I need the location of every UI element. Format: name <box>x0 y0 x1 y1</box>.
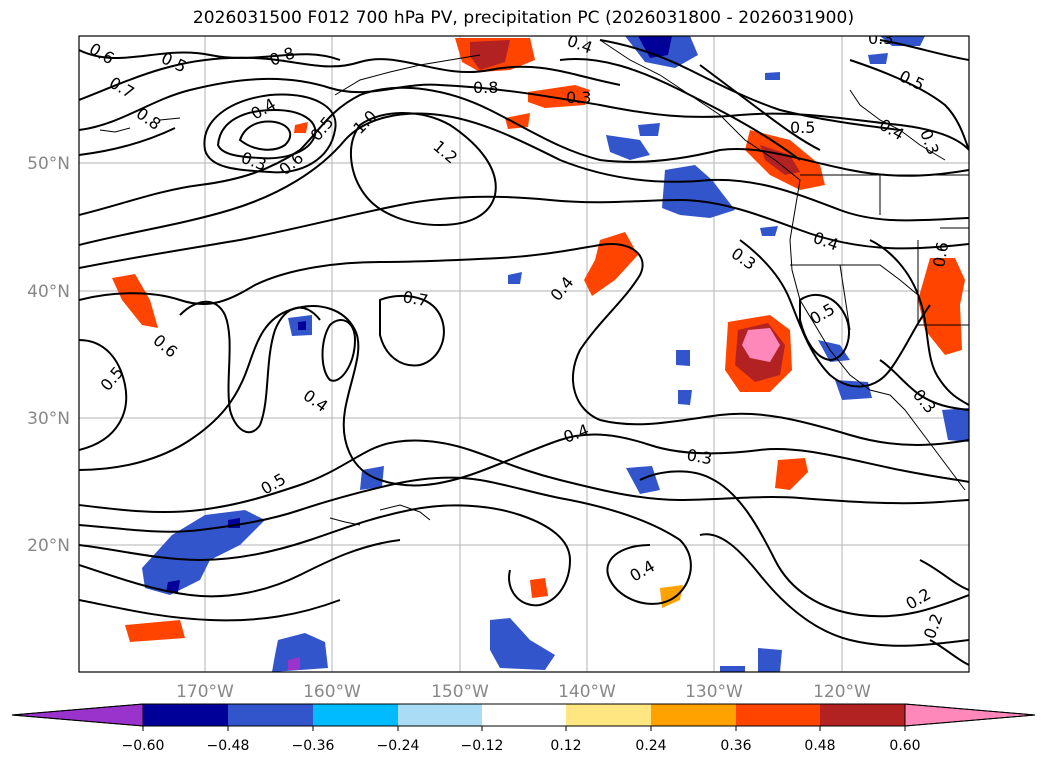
contour-label: 0.6 <box>929 240 952 268</box>
colorbar-tick: 0.24 <box>635 738 666 754</box>
colorbar: −0.60 −0.48 −0.36 −0.24 −0.12 0.12 0.24 … <box>11 703 1036 754</box>
contour-label: 0.3 <box>566 88 591 107</box>
lon-label: 130°W <box>685 682 743 702</box>
lon-label: 150°W <box>431 682 489 702</box>
pv-contours <box>79 39 969 666</box>
lon-label: 160°W <box>303 682 361 702</box>
lon-label: 140°W <box>558 682 616 702</box>
longitude-labels: 170°W 160°W 150°W 140°W 130°W 120°W <box>176 682 871 702</box>
colorbar-tick: 0.48 <box>804 738 835 754</box>
colorbar-tick: −0.48 <box>207 738 250 754</box>
lat-label: 40°N <box>27 282 70 302</box>
lat-label: 50°N <box>27 154 70 174</box>
colorbar-tick: −0.60 <box>122 738 165 754</box>
contour-label: 0.3 <box>685 445 713 468</box>
colorbar-tick: −0.36 <box>292 738 335 754</box>
colorbar-tick: 0.60 <box>889 738 920 754</box>
lat-label: 30°N <box>27 409 70 429</box>
colorbar-tick: −0.12 <box>461 738 504 754</box>
latitude-labels: 50°N 40°N 30°N 20°N <box>27 154 70 556</box>
colorbar-tick: 0.12 <box>550 738 581 754</box>
lon-label: 170°W <box>176 682 234 702</box>
contour-label: 0.7 <box>401 287 429 310</box>
coastlines <box>99 39 969 526</box>
map-title: 2026031500 F012 700 hPa PV, precipitatio… <box>192 8 855 28</box>
lon-label: 120°W <box>813 682 871 702</box>
contour-label: 0.3 <box>868 29 893 48</box>
contour-label: 0.8 <box>473 78 498 97</box>
contour-label: 0.5 <box>790 118 815 137</box>
colorbar-tick: −0.24 <box>377 738 420 754</box>
colorbar-tick: 0.36 <box>720 738 751 754</box>
map-frame <box>78 35 970 673</box>
lat-label: 20°N <box>27 536 70 556</box>
